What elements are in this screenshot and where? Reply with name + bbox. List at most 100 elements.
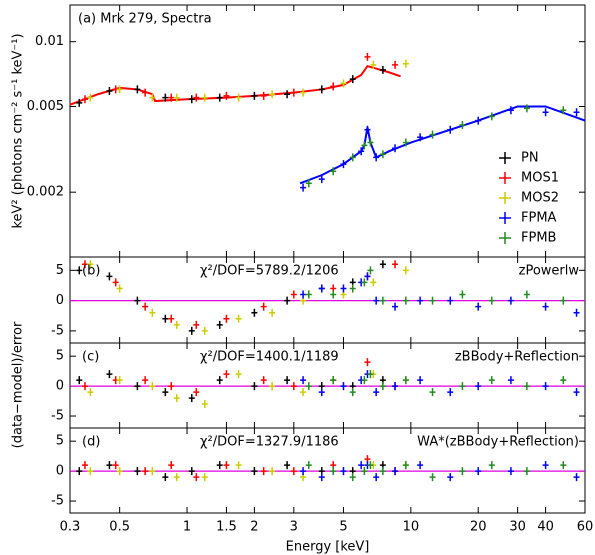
x-axis-label: Energy [keV] bbox=[286, 540, 370, 555]
data-point bbox=[76, 98, 83, 107]
data-point bbox=[142, 88, 149, 97]
data-point bbox=[417, 133, 424, 142]
data-point bbox=[193, 388, 200, 397]
data-point bbox=[402, 376, 409, 385]
y-tick-label: 0.005 bbox=[27, 99, 64, 114]
data-point bbox=[142, 376, 149, 385]
data-point bbox=[367, 266, 374, 275]
data-point bbox=[429, 473, 436, 482]
data-point bbox=[269, 382, 276, 391]
y-tick-label: 0 bbox=[56, 379, 64, 394]
y-tick-label: -5 bbox=[51, 494, 64, 509]
data-point bbox=[402, 59, 409, 68]
data-point bbox=[76, 266, 83, 275]
data-point bbox=[188, 467, 195, 476]
data-point bbox=[173, 473, 180, 482]
data-point bbox=[134, 467, 141, 476]
y-tick-label: -5 bbox=[51, 323, 64, 338]
data-point bbox=[330, 376, 337, 385]
data-point bbox=[305, 290, 312, 299]
y-tick-label: 5 bbox=[56, 263, 64, 278]
data-point bbox=[364, 52, 371, 61]
data-point bbox=[290, 290, 297, 299]
data-point bbox=[361, 376, 368, 385]
data-point bbox=[216, 461, 223, 470]
data-point bbox=[134, 382, 141, 391]
data-point bbox=[116, 376, 123, 385]
data-point bbox=[168, 93, 175, 102]
data-point bbox=[87, 93, 94, 102]
fit-statistic: χ²/DOF=1400.1/1189 bbox=[200, 350, 339, 365]
y-tick-label: 5 bbox=[56, 349, 64, 364]
data-point bbox=[300, 388, 307, 397]
data-point bbox=[507, 376, 514, 385]
data-point bbox=[149, 308, 156, 317]
data-point bbox=[459, 121, 466, 130]
data-point bbox=[364, 272, 371, 281]
data-point bbox=[201, 400, 208, 409]
data-point bbox=[284, 376, 291, 385]
legend-label: PN bbox=[521, 151, 539, 166]
data-point bbox=[417, 296, 424, 305]
data-point bbox=[367, 461, 374, 470]
data-point bbox=[81, 95, 88, 104]
data-point bbox=[367, 138, 374, 147]
data-point bbox=[193, 93, 200, 102]
data-point bbox=[193, 320, 200, 329]
data-point bbox=[379, 65, 386, 74]
data-point bbox=[349, 153, 356, 162]
data-point bbox=[573, 473, 580, 482]
legend-marker bbox=[499, 172, 511, 184]
data-point bbox=[305, 461, 312, 470]
data-point bbox=[305, 382, 312, 391]
data-point bbox=[379, 150, 386, 159]
model-name: zBBody+Reflection bbox=[455, 350, 579, 365]
data-point bbox=[149, 93, 156, 102]
data-point bbox=[149, 467, 156, 476]
data-point bbox=[364, 125, 371, 134]
data-point bbox=[112, 461, 119, 470]
data-point bbox=[173, 394, 180, 403]
data-point bbox=[81, 461, 88, 470]
data-point bbox=[81, 382, 88, 391]
y-tick-label: 5 bbox=[56, 434, 64, 449]
data-point bbox=[87, 260, 94, 269]
data-point bbox=[349, 284, 356, 293]
data-point bbox=[269, 90, 276, 99]
legend-marker bbox=[499, 232, 511, 244]
data-point bbox=[361, 467, 368, 476]
data-point bbox=[488, 461, 495, 470]
data-point bbox=[284, 296, 291, 305]
data-point bbox=[149, 382, 156, 391]
data-point bbox=[251, 91, 258, 100]
data-point bbox=[162, 93, 169, 102]
data-point bbox=[318, 388, 325, 397]
fit-statistic: χ²/DOF=5789.2/1206 bbox=[200, 264, 339, 279]
data-point bbox=[318, 85, 325, 94]
data-point bbox=[235, 314, 242, 323]
data-point bbox=[162, 388, 169, 397]
data-point bbox=[573, 308, 580, 317]
model-name: zPowerlw bbox=[519, 264, 580, 279]
data-point bbox=[223, 91, 230, 100]
x-tick-label: 20 bbox=[470, 520, 487, 535]
data-point bbox=[402, 138, 409, 147]
data-point bbox=[134, 296, 141, 305]
data-point bbox=[447, 125, 454, 134]
data-point bbox=[116, 284, 123, 293]
data-point bbox=[379, 467, 386, 476]
x-tick-label: 10 bbox=[403, 520, 420, 535]
data-point bbox=[269, 308, 276, 317]
y-tick-label: -5 bbox=[51, 409, 64, 424]
data-point bbox=[459, 290, 466, 299]
data-point bbox=[106, 461, 113, 470]
data-point bbox=[162, 314, 169, 323]
legend-marker bbox=[499, 212, 511, 224]
data-point bbox=[349, 388, 356, 397]
data-point bbox=[507, 296, 514, 305]
data-point bbox=[560, 296, 567, 305]
data-point bbox=[116, 467, 123, 476]
data-point bbox=[223, 314, 230, 323]
data-point bbox=[330, 290, 337, 299]
data-point bbox=[560, 376, 567, 385]
